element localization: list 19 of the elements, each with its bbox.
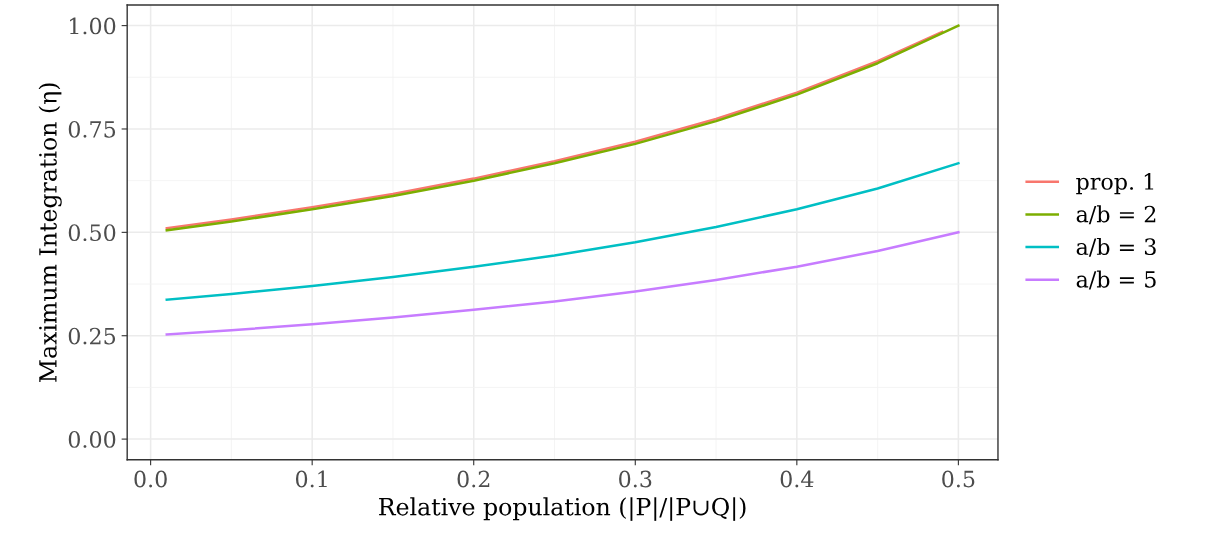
y-axis-title: Maximum Integration (η): [38, 83, 62, 382]
x-tick-label: 0.4: [780, 470, 814, 488]
y-tick-label: 1.00: [70, 17, 116, 35]
y-tick-label: 0.75: [68, 120, 116, 138]
legend-label: a/b = 3: [1076, 237, 1156, 257]
legend-label: a/b = 5: [1076, 270, 1156, 290]
x-tick-label: 0.0: [134, 470, 167, 488]
x-tick-label: 0.3: [619, 470, 652, 488]
line-series: [165, 162, 960, 301]
x-axis-title: Relative population (|P|/|P∪Q|): [379, 497, 746, 521]
legend-label: a/b = 2: [1076, 205, 1156, 225]
legend-label: prop. 1: [1076, 173, 1154, 195]
x-tick-label: 0.1: [295, 470, 327, 488]
y-tick-label: 0.25: [68, 327, 116, 345]
y-tick-label: 0.00: [68, 431, 116, 448]
x-tick-label: 0.2: [457, 470, 490, 488]
line-series: [165, 231, 960, 336]
y-tick-label: 0.50: [68, 224, 116, 242]
x-tick-label: 0.5: [942, 470, 975, 488]
